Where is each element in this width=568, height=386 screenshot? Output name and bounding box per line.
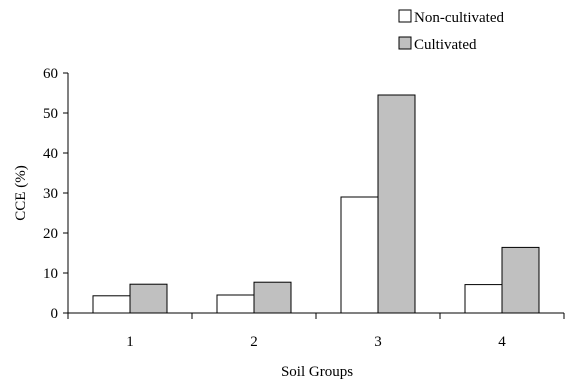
x-axis: 1 2 3 4 bbox=[67, 312, 565, 350]
legend-swatch-cultivated bbox=[398, 36, 412, 50]
x-tick-label-3: 3 bbox=[374, 334, 382, 350]
legend-label-non-cultivated: Non-cultivated bbox=[414, 10, 504, 26]
y-tick-label-20: 20 bbox=[43, 226, 58, 242]
x-tick-label-2: 2 bbox=[250, 334, 258, 350]
x-axis-title: Soil Groups bbox=[281, 364, 353, 380]
y-tick-label-40: 40 bbox=[43, 146, 58, 162]
y-tick-label-10: 10 bbox=[43, 266, 58, 282]
y-axis: 0 10 20 30 40 50 60 bbox=[43, 66, 69, 322]
bars bbox=[92, 94, 540, 314]
legend-label-cultivated: Cultivated bbox=[414, 37, 477, 53]
legend: Non-cultivated Cultivated bbox=[398, 9, 504, 53]
bar-non-cultivated-2 bbox=[216, 294, 255, 314]
y-tick-label-60: 60 bbox=[43, 66, 58, 82]
bar-cultivated-3 bbox=[377, 94, 416, 314]
bar-non-cultivated-3 bbox=[340, 196, 379, 314]
bar-cultivated-4 bbox=[501, 246, 540, 314]
bar-cultivated-2 bbox=[253, 281, 292, 314]
y-tick-label-30: 30 bbox=[43, 186, 58, 202]
legend-swatch-non-cultivated bbox=[398, 9, 412, 23]
x-tick-label-1: 1 bbox=[126, 334, 134, 350]
y-axis-title: CCE (%) bbox=[13, 165, 29, 220]
y-tick-label-0: 0 bbox=[51, 306, 59, 322]
x-tick-label-4: 4 bbox=[498, 334, 506, 350]
bar-cultivated-1 bbox=[129, 283, 168, 314]
y-tick-label-50: 50 bbox=[43, 106, 58, 122]
bar-non-cultivated-4 bbox=[464, 284, 503, 314]
bar-non-cultivated-1 bbox=[92, 295, 131, 314]
